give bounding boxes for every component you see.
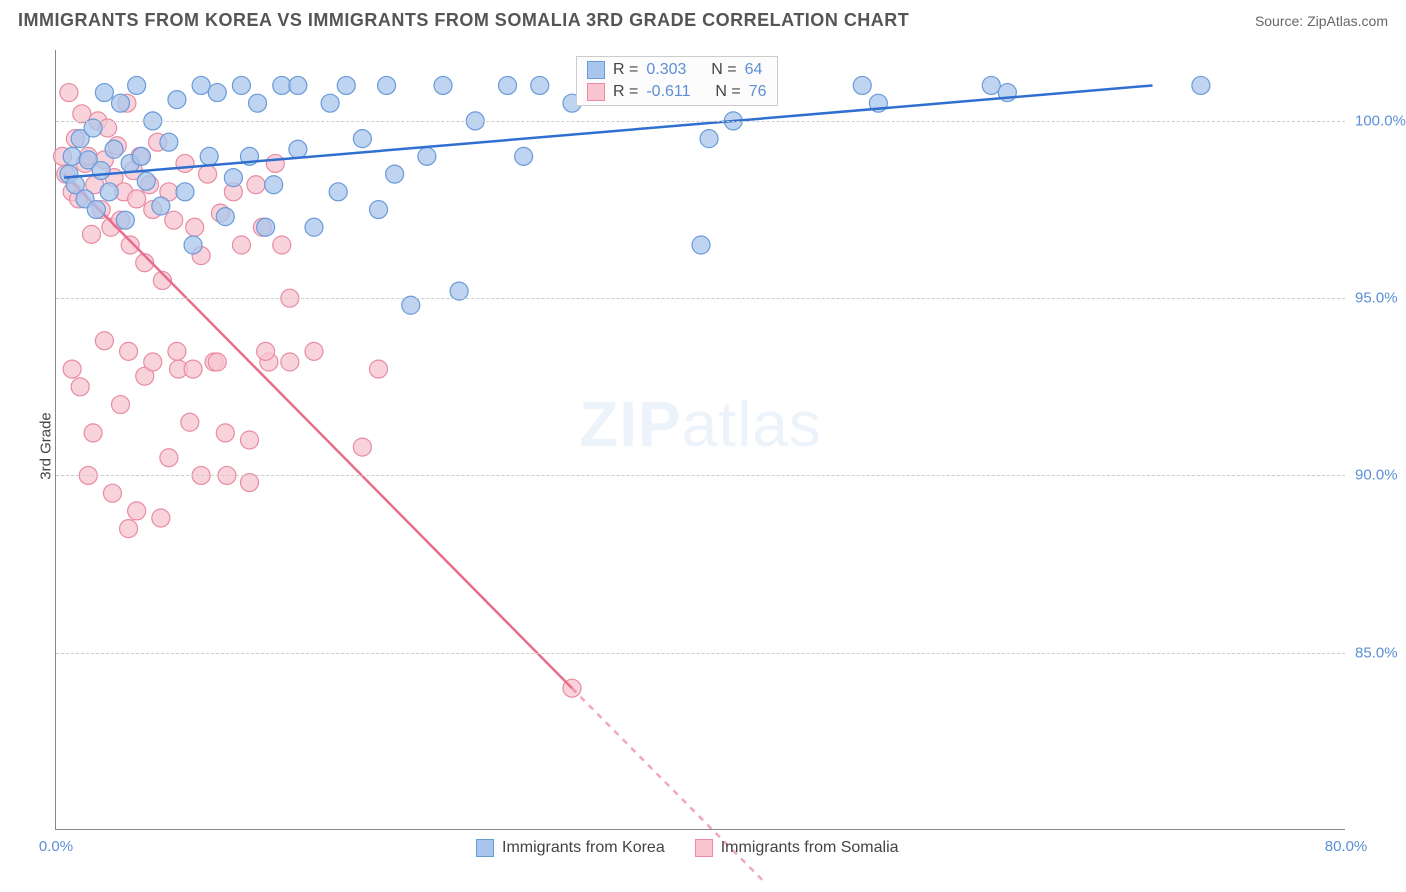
legend-label-somalia: Immigrants from Somalia: [721, 839, 899, 857]
n-value-korea: 64: [745, 61, 763, 79]
gridline: [56, 298, 1345, 299]
n-label: N =: [715, 83, 740, 101]
legend-item-korea: Immigrants from Korea: [476, 839, 665, 857]
chart-header: IMMIGRANTS FROM KOREA VS IMMIGRANTS FROM…: [18, 10, 1388, 31]
x-tick-label: 0.0%: [39, 838, 73, 855]
source-attribution: Source: ZipAtlas.com: [1255, 13, 1388, 29]
y-tick-label: 90.0%: [1355, 467, 1406, 484]
r-value-somalia: -0.611: [646, 83, 690, 101]
gridline: [56, 475, 1345, 476]
n-label: N =: [711, 61, 736, 79]
gridline: [56, 121, 1345, 122]
y-tick-label: 95.0%: [1355, 290, 1406, 307]
r-label: R =: [613, 83, 638, 101]
scatter-chart: ZIPatlas R = 0.303 N = 64 R = -0.611 N =…: [55, 50, 1345, 830]
legend-item-somalia: Immigrants from Somalia: [695, 839, 899, 857]
legend-row-somalia: R = -0.611 N = 76: [587, 83, 767, 101]
source-name: ZipAtlas.com: [1307, 13, 1388, 29]
swatch-korea: [587, 61, 605, 79]
legend-label-korea: Immigrants from Korea: [502, 839, 665, 857]
correlation-legend: R = 0.303 N = 64 R = -0.611 N = 76: [576, 56, 778, 106]
chart-svg: [56, 50, 1345, 829]
legend-row-korea: R = 0.303 N = 64: [587, 61, 767, 79]
swatch-korea: [476, 839, 494, 857]
swatch-somalia: [587, 83, 605, 101]
gridline: [56, 653, 1345, 654]
r-value-korea: 0.303: [646, 61, 686, 79]
y-tick-label: 85.0%: [1355, 644, 1406, 661]
y-axis-label: 3rd Grade: [37, 412, 54, 480]
r-label: R =: [613, 61, 638, 79]
chart-title: IMMIGRANTS FROM KOREA VS IMMIGRANTS FROM…: [18, 10, 909, 31]
source-label: Source:: [1255, 13, 1307, 29]
x-tick-label: 80.0%: [1325, 838, 1368, 855]
y-tick-label: 100.0%: [1355, 112, 1406, 129]
n-value-somalia: 76: [749, 83, 767, 101]
series-legend: Immigrants from Korea Immigrants from So…: [476, 839, 899, 857]
swatch-somalia: [695, 839, 713, 857]
